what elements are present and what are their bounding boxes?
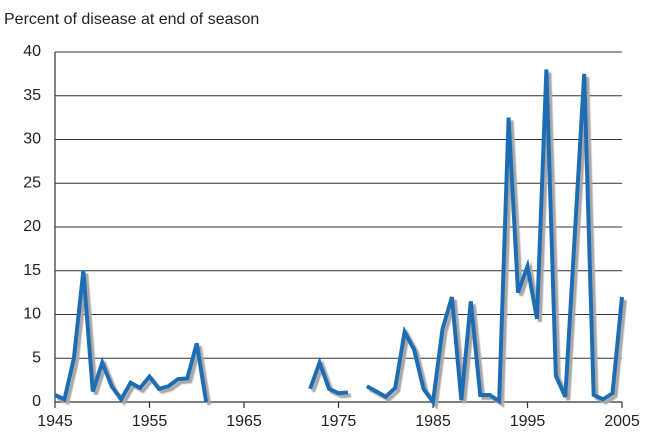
x-tick-label: 2005	[604, 413, 640, 430]
y-tick-label: 10	[23, 306, 41, 323]
x-tick-label: 1985	[415, 413, 451, 430]
y-tick-label: 40	[23, 43, 41, 60]
x-tick-label: 1975	[321, 413, 357, 430]
y-tick-label: 5	[32, 349, 41, 366]
chart-title: Percent of disease at end of season	[4, 11, 259, 28]
x-tick-label: 1995	[510, 413, 546, 430]
x-tick-label: 1955	[132, 413, 168, 430]
y-tick-label: 15	[23, 262, 41, 279]
y-tick-label: 0	[32, 393, 41, 410]
x-tick-label: 1965	[226, 413, 262, 430]
y-tick-label: 30	[23, 131, 41, 148]
y-tick-label: 35	[23, 87, 41, 104]
x-tick-label: 1945	[37, 413, 73, 430]
y-tick-label: 20	[23, 218, 41, 235]
y-tick-label: 25	[23, 174, 41, 191]
data-line	[54, 69, 624, 408]
